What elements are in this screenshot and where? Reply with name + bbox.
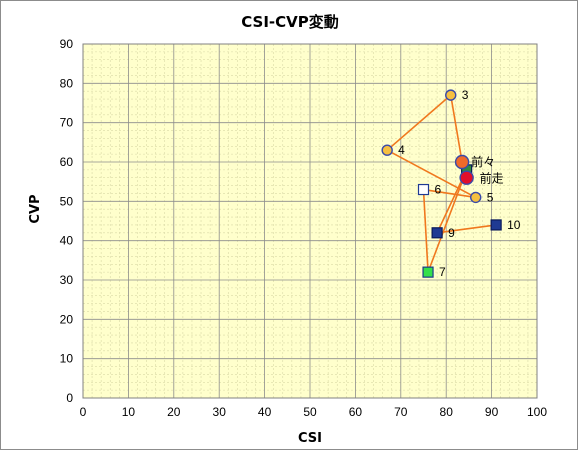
point-label: 4 (398, 143, 405, 157)
y-tick-label: 40 (60, 234, 74, 248)
point-label: 10 (507, 218, 521, 232)
trajectory-segment (386, 149, 477, 199)
x-tick-label: 10 (122, 405, 136, 419)
x-tick-label: 50 (303, 405, 317, 419)
x-tick-label: 40 (258, 405, 272, 419)
data-point-10 (490, 219, 502, 231)
data-point-9 (431, 227, 443, 239)
x-axis-ticks: 0 10 20 30 40 50 60 70 80 90 100 (80, 405, 548, 419)
y-tick-label: 60 (60, 155, 74, 169)
point-label: 9 (448, 226, 455, 240)
data-point-5 (470, 191, 482, 204)
point-label: 6 (435, 183, 442, 197)
x-tick-label: 30 (213, 405, 227, 419)
y-tick-label: 0 (66, 391, 73, 405)
trajectory-segment (449, 94, 463, 163)
x-tick-label: 80 (440, 405, 454, 419)
x-tick-label: 70 (394, 405, 408, 419)
point-label: 前々 (471, 154, 495, 169)
point-label: 7 (439, 265, 446, 279)
major-gridlines (82, 43, 538, 399)
data-point-前走 (459, 170, 474, 185)
y-tick-label: 20 (60, 312, 74, 326)
y-tick-label: 90 (60, 37, 74, 51)
trajectory-segment (437, 224, 497, 234)
chart-title: CSI-CVP変動 (241, 13, 339, 31)
data-points (381, 89, 502, 278)
plot-border (82, 43, 538, 399)
point-label: 前走 (480, 171, 504, 186)
trajectory-segment (386, 94, 452, 151)
data-point-4 (381, 144, 393, 156)
x-tick-label: 100 (527, 405, 547, 419)
y-tick-label: 70 (60, 116, 74, 130)
data-point-7 (422, 266, 434, 278)
trajectory-segment (422, 189, 429, 273)
trajectory-segment (427, 169, 468, 273)
x-tick-label: 20 (167, 405, 181, 419)
data-point-前々 (454, 154, 470, 170)
x-axis-label: CSI (298, 431, 322, 446)
y-axis-label: CVP (28, 194, 43, 223)
minor-gridlines (83, 44, 537, 398)
x-tick-label: 90 (485, 405, 499, 419)
y-tick-label: 10 (60, 352, 74, 366)
data-point-3 (445, 89, 457, 101)
y-tick-label: 50 (60, 194, 74, 208)
trajectory-segment (423, 188, 476, 199)
y-tick-label: 30 (60, 273, 74, 287)
point-label: 5 (487, 190, 494, 204)
y-axis-ticks: 0 10 20 30 40 50 60 70 80 90 (60, 37, 74, 405)
data-point-6 (417, 183, 430, 196)
y-tick-label: 80 (60, 76, 74, 90)
x-tick-label: 60 (349, 405, 363, 419)
point-label: 3 (462, 88, 469, 102)
x-tick-label: 0 (80, 405, 87, 419)
